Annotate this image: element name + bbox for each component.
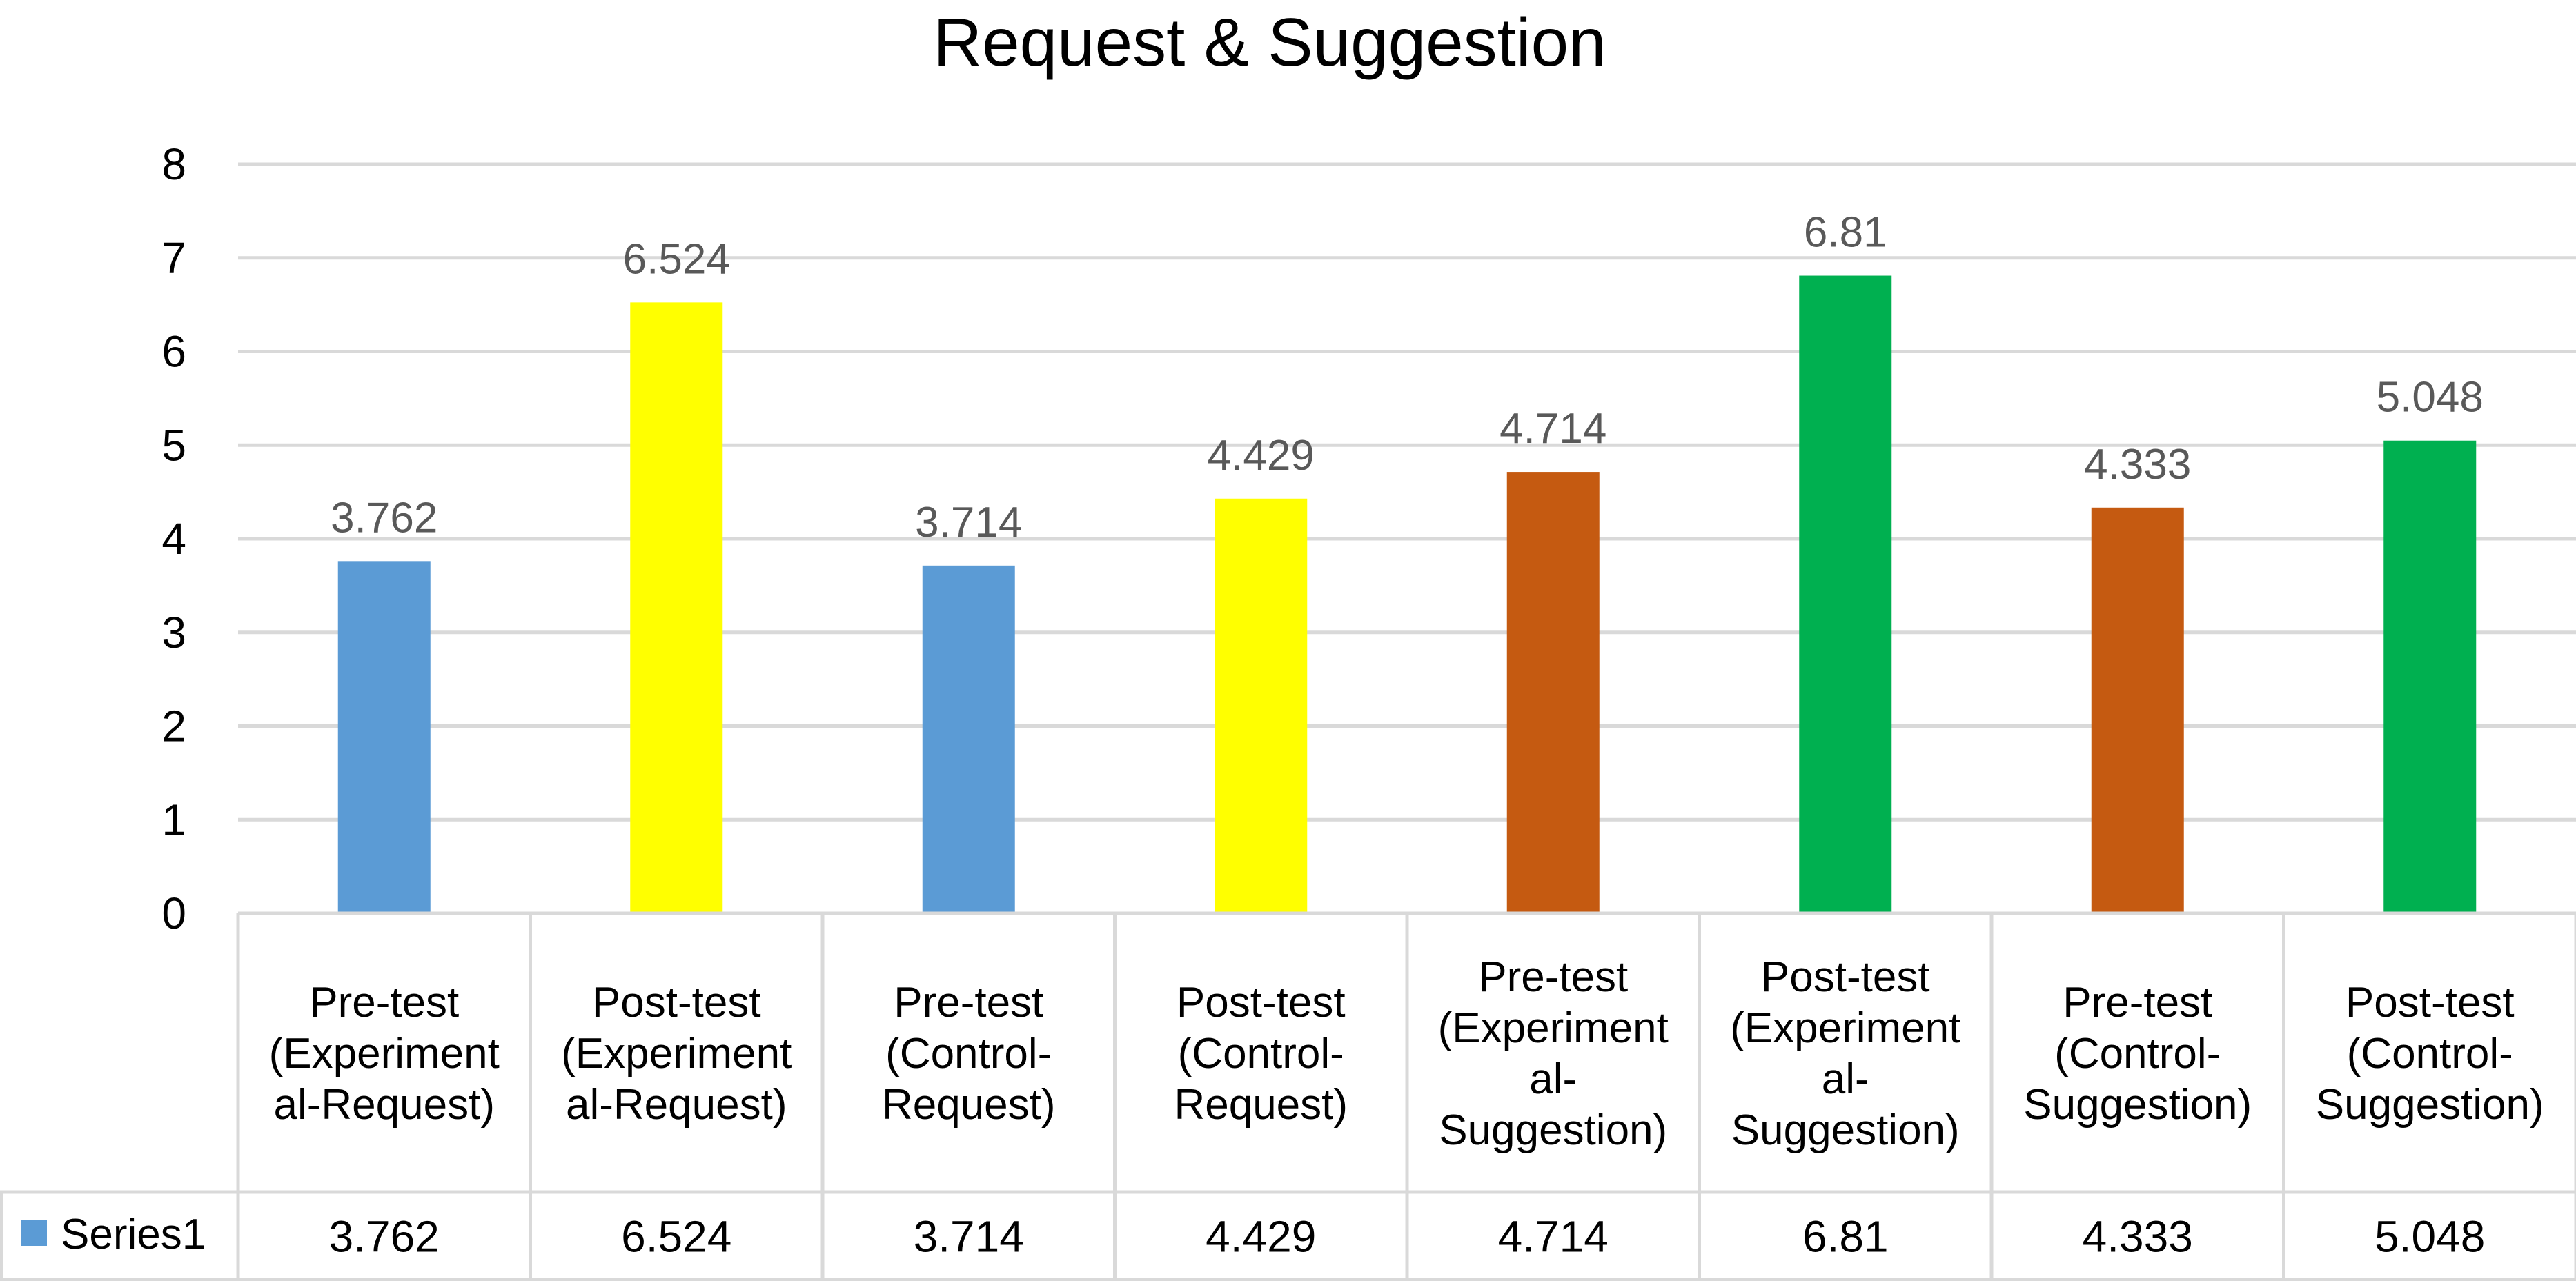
category-label: Pre-test bbox=[1478, 953, 1628, 1001]
table-value: 4.714 bbox=[1498, 1212, 1609, 1262]
table-value: 6.81 bbox=[1802, 1212, 1889, 1262]
category-label: (Control- bbox=[1178, 1030, 1344, 1078]
category-label: Pre-test bbox=[894, 979, 1043, 1026]
data-label: 6.524 bbox=[623, 235, 730, 283]
category-label: Post-test bbox=[592, 979, 761, 1026]
category-label: (Experiment bbox=[1730, 1004, 1960, 1052]
gridlines bbox=[238, 162, 2576, 915]
table-value: 3.714 bbox=[914, 1212, 1024, 1262]
bar bbox=[337, 561, 431, 913]
legend-series-name: Series1 bbox=[61, 1211, 206, 1258]
category-label: (Control- bbox=[2347, 1030, 2513, 1078]
bar bbox=[1215, 498, 1308, 913]
y-tick-label: 2 bbox=[161, 702, 186, 751]
data-table: Pre-test(Experimental-Request)Post-test(… bbox=[0, 911, 2576, 1281]
y-tick-label: 4 bbox=[161, 514, 186, 564]
category-label: Post-test bbox=[1761, 953, 1930, 1001]
bar bbox=[2383, 440, 2477, 913]
category-label: al-Request) bbox=[274, 1081, 495, 1129]
category-label: (Experiment bbox=[1438, 1004, 1669, 1052]
y-tick-label: 0 bbox=[161, 888, 186, 938]
category-label: (Control- bbox=[2054, 1030, 2221, 1078]
data-label: 3.762 bbox=[331, 494, 437, 542]
chart-title: Request & Suggestion bbox=[933, 4, 1606, 80]
bar bbox=[1799, 275, 1892, 914]
y-tick-label: 8 bbox=[161, 139, 186, 189]
category-label: Pre-test bbox=[309, 979, 459, 1026]
bars bbox=[337, 275, 2477, 914]
y-tick-label: 1 bbox=[161, 795, 186, 844]
category-label: al-Request) bbox=[566, 1081, 787, 1129]
category-label: (Experiment bbox=[269, 1030, 500, 1078]
y-axis: 0 1 2 3 4 5 6 7 8 bbox=[161, 139, 186, 938]
category-label: al- bbox=[1529, 1055, 1577, 1103]
data-label: 4.714 bbox=[1500, 405, 1606, 453]
category-label: Post-test bbox=[2346, 979, 2515, 1026]
table-value: 5.048 bbox=[2375, 1212, 2485, 1262]
bar bbox=[630, 302, 723, 913]
data-label: 4.333 bbox=[2084, 441, 2191, 488]
y-tick-label: 5 bbox=[161, 420, 186, 470]
data-labels: 3.762 6.524 3.714 4.429 4.714 6.81 4.333 5.048 bbox=[331, 209, 2484, 546]
category-label: Pre-test bbox=[2063, 979, 2212, 1026]
bar bbox=[922, 565, 1015, 913]
legend-key bbox=[21, 1220, 47, 1246]
category-label: (Control- bbox=[885, 1030, 1052, 1078]
y-tick-label: 7 bbox=[161, 233, 186, 283]
y-tick-label: 3 bbox=[161, 608, 186, 657]
category-label: Request) bbox=[882, 1081, 1056, 1129]
category-label: Suggestion) bbox=[2316, 1081, 2544, 1129]
category-label: al- bbox=[1822, 1055, 1869, 1103]
data-label: 5.048 bbox=[2377, 374, 2484, 421]
category-label: (Experiment bbox=[561, 1030, 792, 1078]
category-label: Request) bbox=[1174, 1081, 1348, 1129]
category-label: Suggestion) bbox=[1731, 1106, 1960, 1154]
category-label: Post-test bbox=[1177, 979, 1346, 1026]
category-label: Suggestion) bbox=[2023, 1081, 2252, 1129]
category-label: Suggestion) bbox=[1439, 1106, 1667, 1154]
table-value: 4.333 bbox=[2083, 1212, 2193, 1262]
data-label: 6.81 bbox=[1804, 209, 1887, 257]
data-label: 3.714 bbox=[915, 499, 1022, 546]
bar bbox=[1506, 472, 1600, 913]
table-value: 3.762 bbox=[329, 1212, 440, 1262]
bar bbox=[2091, 507, 2184, 913]
table-value: 4.429 bbox=[1206, 1212, 1316, 1262]
y-tick-label: 6 bbox=[161, 327, 186, 377]
data-label: 4.429 bbox=[1208, 432, 1315, 479]
table-value: 6.524 bbox=[621, 1212, 731, 1262]
